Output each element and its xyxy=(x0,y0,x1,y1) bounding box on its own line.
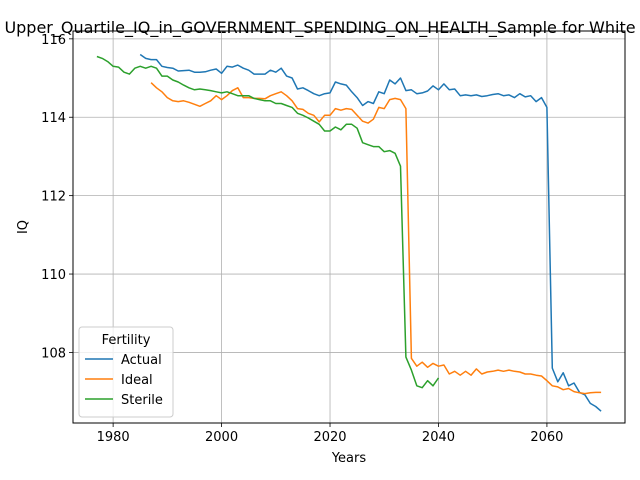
y-tick-label: 108 xyxy=(41,346,66,361)
x-tick-label: 2040 xyxy=(422,430,455,445)
plot-frame xyxy=(72,30,626,424)
legend-title: Fertility xyxy=(102,333,151,348)
series-line-ideal xyxy=(150,82,602,395)
x-tick-label: 2020 xyxy=(313,430,346,445)
legend-entries: Actual Ideal Sterile xyxy=(85,353,163,408)
y-tick-label: 114 xyxy=(41,111,66,126)
series-line-actual xyxy=(139,53,602,412)
grid xyxy=(73,31,625,423)
y-axis-label: IQ xyxy=(16,220,31,234)
y-tick-label: 110 xyxy=(41,268,66,283)
x-tick-label: 2060 xyxy=(530,430,563,445)
y-tick-label: 112 xyxy=(41,190,66,205)
legend-label-sterile: Sterile xyxy=(121,393,163,408)
legend-box xyxy=(78,326,174,418)
y-tick-label: 116 xyxy=(41,33,66,48)
x-tick-label: 2000 xyxy=(205,430,238,445)
chart-title: Upper_Quartile_IQ_in_GOVERNMENT_SPENDING… xyxy=(4,18,635,38)
legend: Fertility Actual Ideal Sterile xyxy=(78,326,174,418)
x-tick-label: 1980 xyxy=(97,430,130,445)
legend-label-ideal: Ideal xyxy=(121,373,153,388)
legend-label-actual: Actual xyxy=(121,353,162,368)
series-lines xyxy=(96,53,602,412)
x-axis-label: Years xyxy=(331,451,367,466)
series-line-sterile xyxy=(96,55,440,389)
axis-ticks: 1980 2000 2020 2040 2060 108 110 112 114 116 xyxy=(41,33,563,445)
